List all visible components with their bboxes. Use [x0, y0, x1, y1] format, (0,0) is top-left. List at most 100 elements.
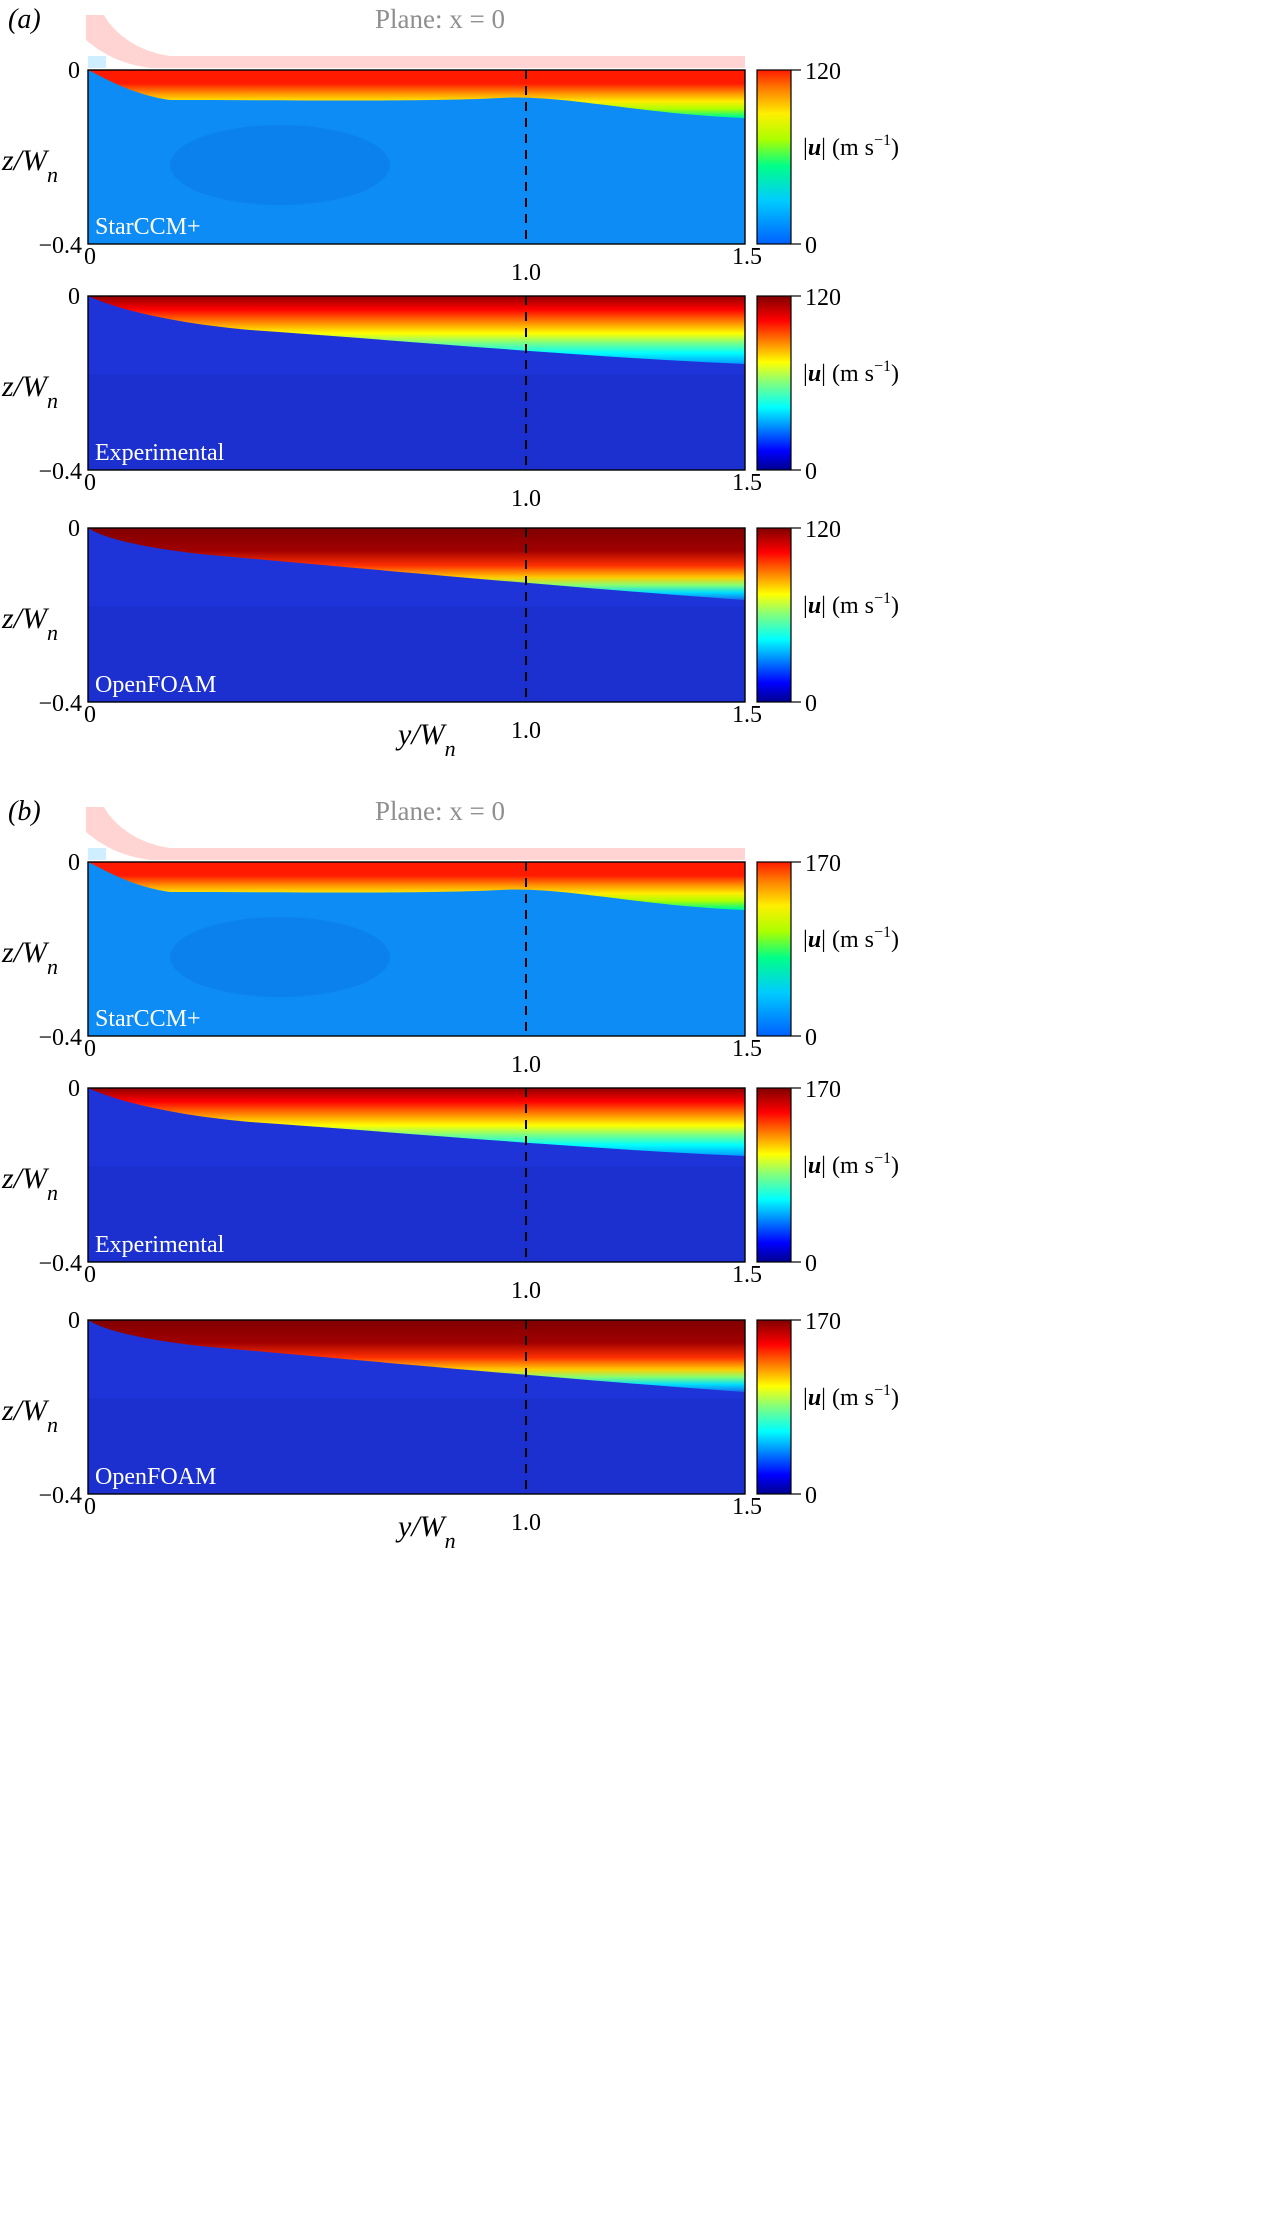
nozzle-lip: [88, 56, 106, 68]
colorbar-gradient: [756, 295, 792, 471]
x-axis-label: y/Wn: [395, 718, 456, 761]
colorbar: 170 0 |u| (m s−1): [756, 1309, 899, 1509]
plot-frame: [87, 295, 746, 471]
colorbar: 120 0 |u| (m s−1): [756, 285, 899, 485]
velocity-field: [88, 1088, 745, 1262]
x-tick-label: 1.5: [732, 470, 762, 496]
subplot-label: Experimental: [95, 440, 225, 466]
x-tick-label: 1.0: [511, 1052, 541, 1078]
y-tick-label: 0: [68, 516, 80, 542]
x-tick-label: 1.0: [511, 260, 541, 286]
x-tick-label: 1.0: [511, 1278, 541, 1304]
panel-b: (b) Plane: x = 0StarCCM+0−0.4z/Wn01.01.51…: [1, 796, 899, 1553]
x-tick-label: 1.5: [732, 702, 762, 728]
nozzle-lip: [88, 848, 106, 860]
colorbar-gradient: [756, 1087, 792, 1263]
colorbar: 170 0 |u| (m s−1): [756, 851, 899, 1051]
subplot-label: OpenFOAM: [95, 1464, 216, 1490]
y-tick-label: −0.4: [38, 1251, 82, 1277]
panel-label: (a): [8, 4, 41, 35]
colorbar-min-label: 0: [805, 1025, 817, 1051]
colorbar-gradient: [756, 1319, 792, 1495]
nozzle-outline: [86, 15, 745, 68]
x-axis-label: y/Wn: [395, 1510, 456, 1553]
y-tick-label: −0.4: [38, 1025, 82, 1051]
x-tick-label: 0: [84, 470, 96, 496]
x-tick-label: 1.0: [511, 1510, 541, 1536]
colorbar-gradient: [756, 527, 792, 703]
y-tick-label: 0: [68, 1076, 80, 1102]
x-tick-label: 1.5: [732, 1494, 762, 1520]
panel-label: (b): [8, 796, 41, 827]
y-tick-label: 0: [68, 1308, 80, 1334]
y-tick-label: −0.4: [38, 233, 82, 259]
subplot-label: StarCCM+: [95, 214, 201, 240]
nozzle-outline: [86, 807, 745, 860]
x-tick-label: 0: [84, 1494, 96, 1520]
colorbar: 120 0 |u| (m s−1): [756, 59, 899, 259]
y-tick-label: 0: [68, 850, 80, 876]
x-tick-label: 0: [84, 1036, 96, 1062]
velocity-field: [88, 862, 745, 1036]
y-tick-label: 0: [68, 284, 80, 310]
y-tick-label: −0.4: [38, 691, 82, 717]
plot-frame: [87, 861, 746, 1037]
colorbar-min-label: 0: [805, 1483, 817, 1509]
y-tick-label: 0: [68, 58, 80, 84]
subplot-label: OpenFOAM: [95, 672, 216, 698]
plane-title: Plane: x = 0: [375, 4, 505, 34]
colorbar-unit-label: |u| (m s−1): [803, 1150, 899, 1179]
plot-frame: [87, 69, 746, 245]
velocity-field: [88, 1320, 745, 1494]
colorbar-max-label: 170: [805, 1309, 841, 1335]
x-tick-label: 1.5: [732, 1036, 762, 1062]
x-tick-label: 0: [84, 244, 96, 270]
colorbar-unit-label: |u| (m s−1): [803, 358, 899, 387]
z-axis-label: z/Wn: [1, 936, 58, 979]
colorbar-max-label: 120: [805, 517, 841, 543]
x-tick-label: 1.0: [511, 718, 541, 744]
x-tick-label: 1.0: [511, 486, 541, 512]
colorbar-max-label: 170: [805, 851, 841, 877]
colorbar-max-label: 120: [805, 285, 841, 311]
z-axis-label: z/Wn: [1, 1162, 58, 1205]
x-tick-label: 1.5: [732, 244, 762, 270]
colorbar-max-label: 170: [805, 1077, 841, 1103]
colorbar-max-label: 120: [805, 59, 841, 85]
subplot-label: Experimental: [95, 1232, 225, 1258]
colorbar-gradient: [756, 69, 792, 245]
colorbar-min-label: 0: [805, 1251, 817, 1277]
velocity-field: [88, 296, 745, 470]
z-axis-label: z/Wn: [1, 1394, 58, 1437]
colorbar-unit-label: |u| (m s−1): [803, 1382, 899, 1411]
plot-frame: [87, 527, 746, 703]
x-tick-label: 0: [84, 1262, 96, 1288]
colorbar-min-label: 0: [805, 233, 817, 259]
colorbar-gradient: [756, 861, 792, 1037]
colorbar-min-label: 0: [805, 459, 817, 485]
plane-title: Plane: x = 0: [375, 796, 505, 826]
colorbar: 120 0 |u| (m s−1): [756, 517, 899, 717]
velocity-field: [88, 528, 745, 702]
z-axis-label: z/Wn: [1, 370, 58, 413]
subplot-label: StarCCM+: [95, 1006, 201, 1032]
colorbar-unit-label: |u| (m s−1): [803, 132, 899, 161]
plot-frame: [87, 1319, 746, 1495]
colorbar: 170 0 |u| (m s−1): [756, 1077, 899, 1277]
colorbar-unit-label: |u| (m s−1): [803, 924, 899, 953]
z-axis-label: z/Wn: [1, 602, 58, 645]
colorbar-min-label: 0: [805, 691, 817, 717]
plot-frame: [87, 1087, 746, 1263]
z-axis-label: z/Wn: [1, 144, 58, 187]
velocity-field: [88, 70, 745, 244]
x-tick-label: 1.5: [732, 1262, 762, 1288]
panel-a: (a) Plane: x = 0StarCCM+0−0.4z/Wn01.01.51…: [1, 4, 899, 761]
x-tick-label: 0: [84, 702, 96, 728]
